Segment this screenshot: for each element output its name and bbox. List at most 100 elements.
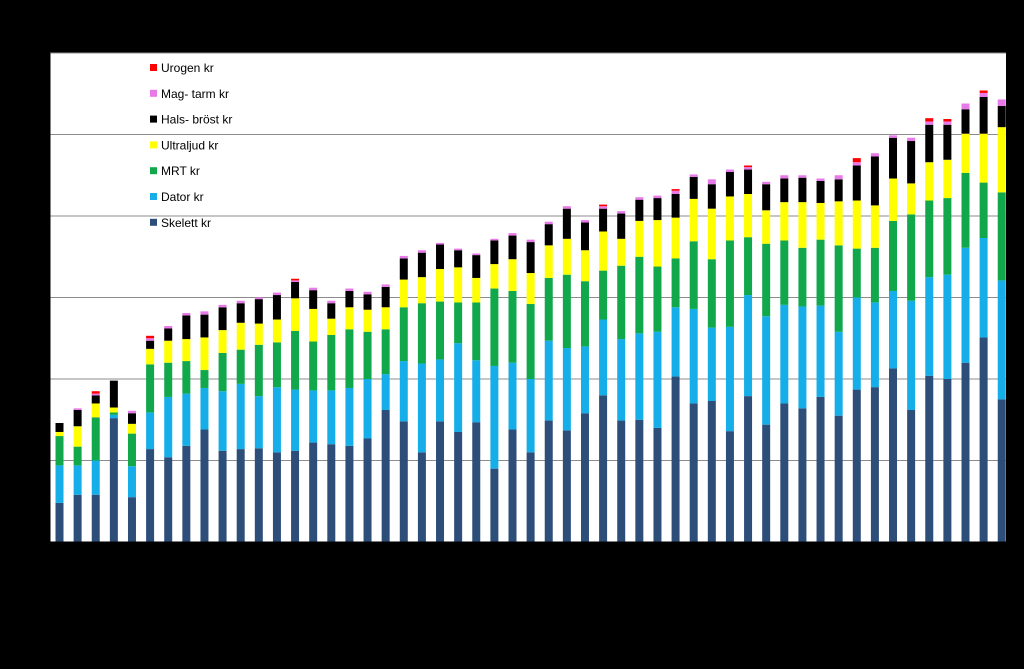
bar-segment	[725, 196, 734, 241]
bar-segment	[345, 307, 354, 330]
bar-segment	[798, 202, 807, 248]
bar-segment	[164, 328, 173, 341]
bar-segment	[345, 445, 354, 542]
bar-segment	[689, 241, 698, 309]
bar-segment	[961, 109, 970, 134]
bar-segment	[526, 273, 535, 305]
bar-segment	[943, 121, 952, 125]
bar-segment	[146, 449, 155, 542]
bar-segment	[109, 418, 118, 542]
bar-segment	[236, 303, 245, 323]
bar-segment	[55, 423, 64, 432]
bar-segment	[345, 288, 354, 291]
bar-segment	[272, 292, 281, 296]
bar-segment	[870, 302, 879, 388]
bar-segment	[780, 175, 789, 179]
bar-segment	[979, 90, 988, 93]
bar-segment	[508, 233, 517, 236]
bar-segment	[381, 284, 390, 287]
bar-segment	[472, 302, 481, 361]
bar-segment	[599, 395, 608, 542]
bar-segment	[997, 99, 1006, 106]
bar-segment	[580, 220, 589, 223]
bar-segment	[925, 118, 934, 122]
bar-segment	[508, 290, 517, 363]
legend-label: Mag- tarm kr	[161, 87, 229, 101]
bar-segment	[254, 297, 263, 300]
bar-segment	[979, 337, 988, 542]
bar-segment	[852, 200, 861, 249]
bar-segment	[816, 396, 825, 542]
bar-segment	[834, 245, 843, 332]
bar-segment	[798, 247, 807, 307]
legend-label: Skelett kr	[161, 216, 211, 230]
bar-segment	[762, 316, 771, 425]
bar-segment	[146, 412, 155, 450]
legend-swatch	[150, 167, 157, 175]
bar-segment	[291, 278, 300, 281]
bar-segment	[345, 387, 354, 446]
bar-segment	[127, 466, 136, 498]
bar-segment	[73, 408, 82, 410]
bar-segment	[182, 315, 191, 340]
bar-segment	[526, 304, 535, 379]
bar-segment	[254, 299, 263, 324]
bar-segment	[236, 449, 245, 542]
bar-segment	[562, 348, 571, 431]
bar-segment	[816, 178, 825, 181]
bar-segment	[744, 169, 753, 194]
bar-segment	[109, 414, 118, 419]
bar-segment	[55, 436, 64, 466]
bar-segment	[870, 205, 879, 248]
bar-segment	[454, 431, 463, 542]
bar-segment	[762, 210, 771, 244]
bar-segment	[454, 343, 463, 432]
bar-segment	[544, 420, 553, 542]
bar-segment	[925, 200, 934, 278]
bar-segment	[218, 450, 227, 542]
bar-segment	[562, 206, 571, 209]
bar-segment	[852, 389, 861, 542]
bar-segment	[490, 264, 499, 289]
bar-segment	[472, 253, 481, 256]
axes	[45, 52, 1012, 547]
bar-segment	[109, 407, 118, 413]
bar-segment	[272, 452, 281, 542]
bar-segment	[689, 174, 698, 177]
bar-segment	[580, 346, 589, 414]
bar-segment	[363, 294, 372, 310]
bar-segment	[526, 379, 535, 453]
bar-segment	[725, 169, 734, 172]
bar-segment	[73, 465, 82, 495]
bar-segment	[272, 319, 281, 343]
bar-segment	[671, 258, 680, 308]
bar-segment	[490, 365, 499, 469]
bar-segment	[454, 267, 463, 303]
bar-segment	[55, 502, 64, 542]
bar-segment	[200, 311, 209, 315]
bar-segment	[417, 250, 426, 253]
bar-segment	[309, 442, 318, 542]
bar-segment	[907, 214, 916, 301]
bar-segment	[127, 433, 136, 467]
bar-segment	[254, 448, 263, 542]
bar-segment	[635, 199, 644, 221]
bar-segment	[436, 359, 445, 422]
bar-segment	[635, 419, 644, 542]
bar-segment	[109, 380, 118, 408]
bar-segment	[272, 295, 281, 320]
bar-segment	[490, 240, 499, 265]
bar-segment	[961, 247, 970, 363]
bar-segment	[780, 403, 789, 542]
bar-segment	[653, 331, 662, 428]
bar-segment	[200, 370, 209, 388]
bar-segment	[870, 387, 879, 542]
bar-segment	[725, 240, 734, 327]
bar-segment	[146, 338, 155, 341]
bar-segment	[852, 162, 861, 166]
bar-segment	[417, 303, 426, 364]
bar-segment	[164, 362, 173, 397]
bar-segment	[725, 431, 734, 542]
bar-segment	[889, 135, 898, 138]
bar-segment	[291, 298, 300, 331]
